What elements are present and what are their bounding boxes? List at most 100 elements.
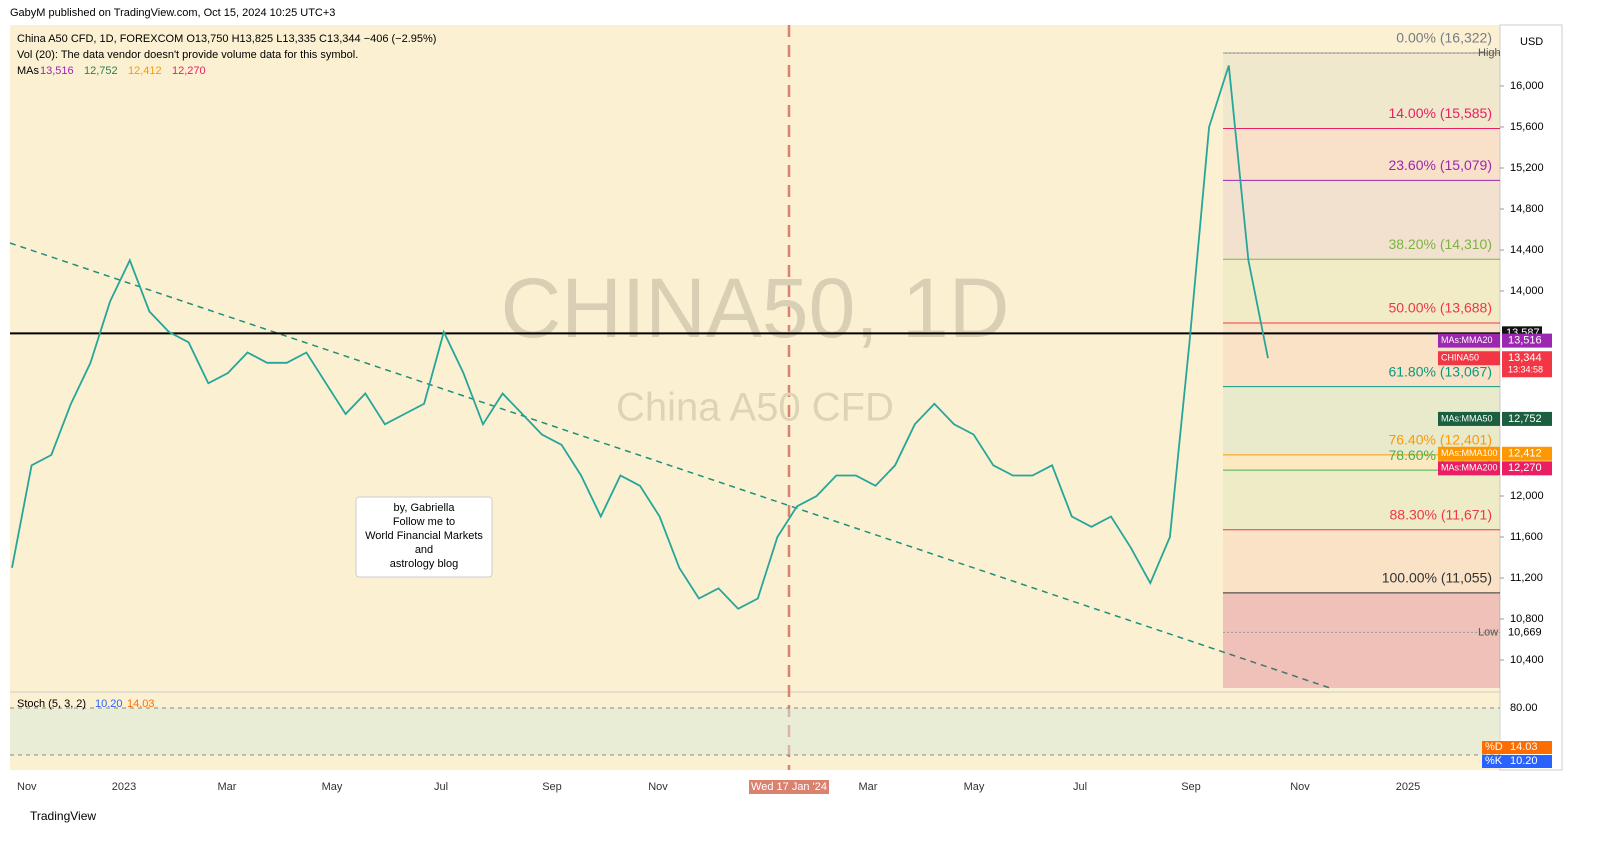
stoch-d-value: 14.03 bbox=[1510, 741, 1538, 753]
badge-value-bg bbox=[1502, 461, 1552, 476]
badge-value: 12,412 bbox=[1508, 448, 1542, 460]
note-line: Follow me to bbox=[393, 516, 455, 528]
badge-value: 13,516 bbox=[1508, 335, 1542, 347]
price-axis-bg bbox=[1499, 24, 1563, 771]
trend-line bbox=[9, 242, 1331, 689]
badge-name-bg bbox=[1438, 333, 1500, 348]
time-label: Jul bbox=[434, 781, 448, 793]
time-label: Sep bbox=[542, 781, 562, 793]
note-line: by, Gabriella bbox=[394, 502, 456, 514]
price-tick-label: 15,200 bbox=[1510, 162, 1544, 174]
time-label: Mar bbox=[218, 781, 237, 793]
fib-zone bbox=[1223, 180, 1500, 260]
stoch-band bbox=[10, 708, 1500, 755]
badge-name: MAs:MMA100 bbox=[1441, 448, 1498, 458]
badge-name-bg bbox=[1438, 411, 1500, 426]
price-tick-label: 11,600 bbox=[1510, 531, 1543, 543]
badge-name: MAs:MMA20 bbox=[1441, 335, 1493, 345]
footer-brand: TradingView bbox=[30, 809, 96, 823]
fib-label: 100.00% (11,055) bbox=[1382, 570, 1492, 586]
extreme-value: 10,669 bbox=[1508, 626, 1542, 638]
ma-value: 12,270 bbox=[172, 65, 206, 77]
stoch-title: Stoch (5, 3, 2) bbox=[17, 698, 86, 710]
badge-value-bg bbox=[1502, 333, 1552, 348]
time-label: 2025 bbox=[1396, 781, 1420, 793]
price-tick-label: 12,000 bbox=[1510, 490, 1544, 502]
badge-name: MAs:MMA50 bbox=[1441, 413, 1493, 423]
stoch-d-badge bbox=[1482, 741, 1552, 754]
stoch-level: 80.00 bbox=[1510, 702, 1538, 714]
time-label: May bbox=[322, 781, 343, 793]
price-tick-label: 11,200 bbox=[1510, 572, 1543, 584]
fib-zone bbox=[1223, 470, 1500, 530]
watermark-subtitle: China A50 CFD bbox=[616, 386, 894, 430]
note-line: and bbox=[415, 544, 433, 556]
fib-label: 88.30% (11,671) bbox=[1390, 506, 1492, 522]
fib-zone-low bbox=[1223, 592, 1500, 688]
date-marker-badge bbox=[749, 780, 829, 794]
note-box bbox=[355, 496, 493, 578]
note-line: World Financial Markets bbox=[365, 530, 483, 542]
chart-bg bbox=[10, 25, 1500, 770]
volume-line: Vol (20): The data vendor doesn't provid… bbox=[17, 49, 358, 61]
badge-value: 13,344 bbox=[1508, 352, 1542, 364]
currency: USD bbox=[1520, 36, 1543, 48]
time-label: Sep bbox=[1181, 781, 1201, 793]
price-tick-label: 15,600 bbox=[1510, 121, 1544, 133]
price-tick-label: 10,400 bbox=[1510, 654, 1544, 666]
mas-label: MAs bbox=[17, 65, 40, 77]
badge-name-bg bbox=[1438, 446, 1500, 461]
time-label: Mar bbox=[859, 781, 878, 793]
extreme-name: Low bbox=[1478, 626, 1498, 638]
time-label: Nov bbox=[17, 781, 37, 793]
watermark-title: CHINA50, 1D bbox=[501, 261, 1010, 355]
stoch-k: 10.20 bbox=[95, 698, 123, 710]
time-label: Nov bbox=[1290, 781, 1310, 793]
stoch-k-badge bbox=[1482, 755, 1552, 768]
badge-name: CHINA50 bbox=[1441, 353, 1479, 363]
stoch-d-name: %D bbox=[1485, 741, 1503, 753]
badge-value-bg bbox=[1502, 446, 1552, 461]
badge-extra: 13:34:58 bbox=[1508, 365, 1543, 375]
badge-value: 12,270 bbox=[1508, 462, 1542, 474]
price-tick-label: 14,000 bbox=[1510, 285, 1544, 297]
stoch-k-name: %K bbox=[1485, 755, 1503, 767]
ma-value: 12,752 bbox=[84, 65, 118, 77]
time-label: May bbox=[964, 781, 985, 793]
badge-value-bg bbox=[1502, 411, 1552, 426]
time-label: Nov bbox=[648, 781, 668, 793]
publisher: GabyM published on TradingView.com, Oct … bbox=[10, 7, 335, 19]
stoch-k-value: 10.20 bbox=[1510, 755, 1538, 767]
fib-zone bbox=[1223, 52, 1500, 129]
fib-label: 38.20% (14,310) bbox=[1388, 236, 1492, 252]
badge-name-bg bbox=[1438, 461, 1500, 476]
fib-label: 76.40% (12,401) bbox=[1388, 432, 1492, 448]
fib-label: 0.00% (16,322) bbox=[1396, 30, 1492, 46]
fib-zone bbox=[1223, 529, 1500, 593]
fib-zone bbox=[1223, 128, 1500, 181]
price-tick-label: 16,000 bbox=[1510, 80, 1544, 92]
fib-zone bbox=[1223, 259, 1500, 323]
price-tick-label: 10,800 bbox=[1510, 613, 1544, 625]
extreme-name: High bbox=[1478, 47, 1501, 59]
price-line bbox=[11, 65, 1269, 610]
fib-label: 14.00% (15,585) bbox=[1388, 105, 1492, 121]
badge-name: MAs:MMA200 bbox=[1441, 463, 1498, 473]
time-label: Jul bbox=[1073, 781, 1087, 793]
fib-zone bbox=[1223, 454, 1500, 471]
fib-label: 50.00% (13,688) bbox=[1388, 300, 1492, 316]
fib-label: 61.80% (13,067) bbox=[1388, 363, 1492, 379]
badge-value-bg bbox=[1502, 351, 1552, 378]
symbol-line: China A50 CFD, 1D, FOREXCOM O13,750 H13,… bbox=[17, 33, 436, 45]
fib-label: 23.60% (15,079) bbox=[1388, 157, 1492, 173]
time-label: Wed 17 Jan '24 bbox=[751, 781, 827, 793]
time-label: 2023 bbox=[112, 781, 136, 793]
ma-value: 12,412 bbox=[128, 65, 162, 77]
badge-value: 12,752 bbox=[1508, 413, 1542, 425]
ma-value: 13,516 bbox=[40, 65, 74, 77]
stoch-d: 14.03 bbox=[127, 698, 155, 710]
price-tick-label: 14,400 bbox=[1510, 244, 1544, 256]
note-line: astrology blog bbox=[390, 558, 459, 570]
